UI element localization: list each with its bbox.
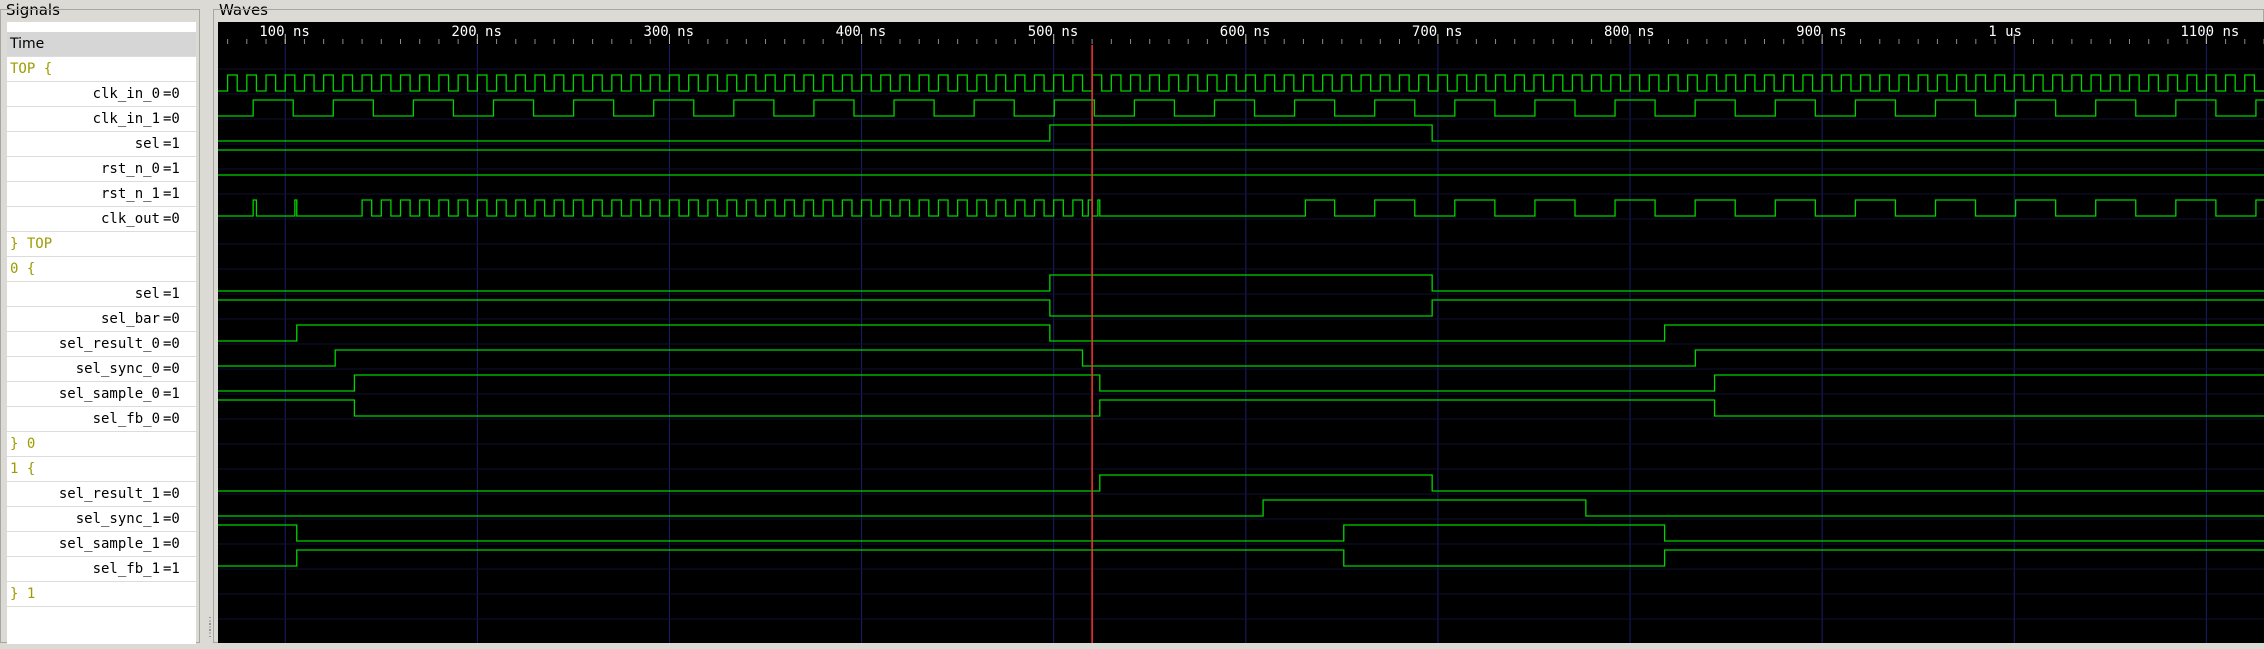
- waveform-trace: [218, 74, 2264, 92]
- signal-name: sel_fb_1: [92, 561, 160, 577]
- waveform-trace: [218, 349, 2264, 367]
- waveform-trace: [218, 524, 2264, 542]
- signal-row[interactable]: sel_result_1 =0: [7, 482, 196, 507]
- signal-row[interactable]: sel_bar =0: [7, 307, 196, 332]
- waveform-trace: [218, 99, 2264, 117]
- signals-list[interactable]: Time TOP {clk_in_0 =0 clk_in_1 =0 sel =1 rst_n…: [7, 22, 196, 644]
- signal-name: clk_out: [100, 211, 160, 227]
- signal-row[interactable]: rst_n_0 =1: [7, 157, 196, 182]
- signal-name: sel_bar: [100, 311, 160, 327]
- ruler-tick-label: 1 us: [1988, 24, 2022, 40]
- splitter-grip-icon: ⋮ ⋮ ⋮: [205, 616, 215, 639]
- ruler-tick-label: 600 ns: [1220, 24, 1271, 40]
- signal-row[interactable]: sel_sample_1 =0: [7, 532, 196, 557]
- waveform-trace: [218, 274, 2264, 292]
- signal-row[interactable]: sel_result_0 =0: [7, 332, 196, 357]
- signal-row[interactable]: sel_sync_0 =0: [7, 357, 196, 382]
- signal-row[interactable]: sel_sync_1 =0: [7, 507, 196, 532]
- waveform-trace: [218, 199, 2264, 217]
- signal-row[interactable]: sel_fb_0 =0: [7, 407, 196, 432]
- time-ruler[interactable]: 100 ns 200 ns 300 ns 400 ns 500 ns 600 ns 700 …: [218, 22, 2264, 45]
- signal-value: =1: [163, 286, 180, 302]
- ruler-tick-label: 700 ns: [1412, 24, 1463, 40]
- signal-value: =1: [163, 186, 180, 202]
- time-grid: [218, 45, 2264, 643]
- signal-name: clk_in_1: [92, 111, 160, 127]
- signals-panel: Time TOP {clk_in_0 =0 clk_in_1 =0 sel =1 rst_n…: [0, 9, 200, 644]
- signal-name: sel_sample_0: [58, 386, 160, 402]
- signal-name: rst_n_1: [100, 186, 160, 202]
- waveform-trace: [218, 299, 2264, 317]
- ruler-tick-label: 500 ns: [1028, 24, 1079, 40]
- signal-row[interactable]: sel =1: [7, 132, 196, 157]
- signal-name: sel: [134, 286, 160, 302]
- signal-row[interactable]: sel =1: [7, 282, 196, 307]
- signal-value: =1: [163, 386, 180, 402]
- waveforms: [218, 74, 2264, 567]
- signal-row[interactable]: clk_in_1 =0: [7, 107, 196, 132]
- signal-name: sel_sync_0: [75, 361, 160, 377]
- waveform-trace: [218, 474, 2264, 492]
- signal-name: sel_sample_1: [58, 536, 160, 552]
- signal-value: =0: [163, 336, 180, 352]
- signal-name: sel_result_1: [58, 486, 160, 502]
- signal-value: =0: [163, 86, 180, 102]
- signal-value: =0: [163, 111, 180, 127]
- ruler-background: [218, 22, 2264, 45]
- waveform-trace: [218, 324, 2264, 342]
- signal-value: =0: [163, 411, 180, 427]
- signal-value: =1: [163, 136, 180, 152]
- ruler-tick-label: 800 ns: [1604, 24, 1655, 40]
- ruler-tick-label: 900 ns: [1796, 24, 1847, 40]
- signal-value: =1: [163, 561, 180, 577]
- group-marker-row[interactable]: } 1: [7, 582, 196, 607]
- ruler-tick-label: 300 ns: [643, 24, 694, 40]
- ruler-tick-label: 200 ns: [451, 24, 502, 40]
- group-marker-row[interactable]: TOP {: [7, 57, 196, 82]
- signal-name: sel_fb_0: [92, 411, 160, 427]
- waveform-trace: [218, 399, 2264, 417]
- waveform-trace: [218, 374, 2264, 392]
- signal-row[interactable]: clk_in_0 =0: [7, 82, 196, 107]
- signal-value: =0: [163, 361, 180, 377]
- ruler-tick-label: 1100 ns: [2180, 24, 2239, 40]
- group-marker-row[interactable]: } TOP: [7, 232, 196, 257]
- signal-value: =1: [163, 161, 180, 177]
- signal-row[interactable]: sel_fb_1 =1: [7, 557, 196, 582]
- signal-value: =0: [163, 511, 180, 527]
- signal-value: =0: [163, 536, 180, 552]
- waveform-trace: [218, 499, 2264, 517]
- signal-value: =0: [163, 486, 180, 502]
- signal-name: sel_result_0: [58, 336, 160, 352]
- signal-row[interactable]: clk_out =0: [7, 207, 196, 232]
- ruler-tick-label: 100 ns: [259, 24, 310, 40]
- waveform-view[interactable]: 100 ns 200 ns 300 ns 400 ns 500 ns 600 ns 700 …: [218, 22, 2264, 643]
- signal-value: =0: [163, 311, 180, 327]
- signal-row[interactable]: sel_sample_0 =1: [7, 382, 196, 407]
- signal-value: =0: [163, 211, 180, 227]
- time-header: Time: [7, 32, 196, 57]
- ruler-tick-label: 400 ns: [836, 24, 887, 40]
- group-marker-row[interactable]: 0 {: [7, 257, 196, 282]
- signal-name: rst_n_0: [100, 161, 160, 177]
- signal-name: sel_sync_1: [75, 511, 160, 527]
- group-marker-row[interactable]: } 0: [7, 432, 196, 457]
- signal-name: clk_in_0: [92, 86, 160, 102]
- signal-name: sel: [134, 136, 160, 152]
- waveform-trace: [218, 124, 2264, 142]
- group-marker-row[interactable]: 1 {: [7, 457, 196, 482]
- signal-row[interactable]: rst_n_1 =1: [7, 182, 196, 207]
- panel-splitter[interactable]: ⋮ ⋮ ⋮: [201, 9, 215, 643]
- waveform-trace: [218, 549, 2264, 567]
